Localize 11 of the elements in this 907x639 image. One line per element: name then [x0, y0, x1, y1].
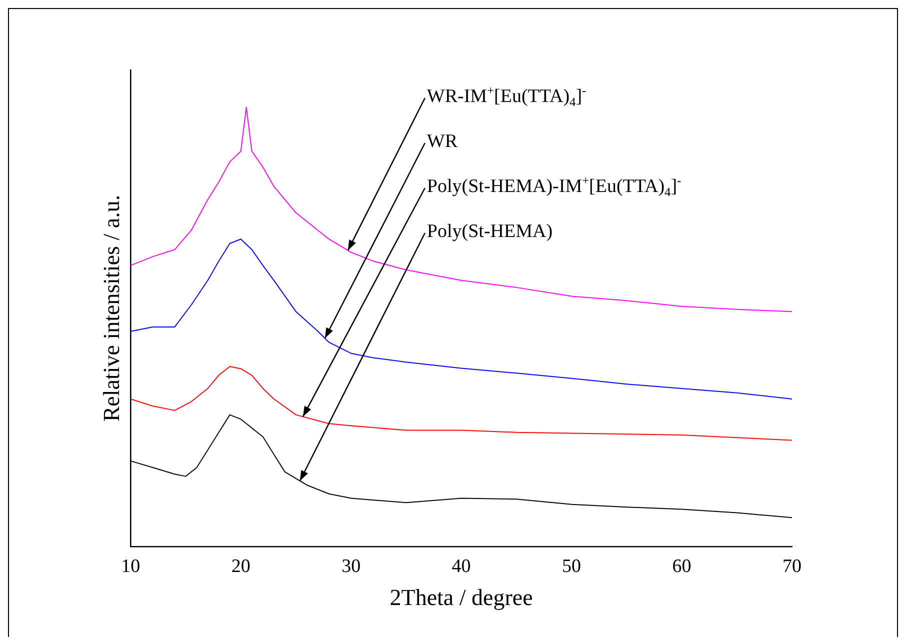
x-tick-label: 20 — [231, 556, 250, 577]
x-tick-label: 70 — [782, 556, 802, 577]
x-tick-label: 40 — [452, 556, 471, 577]
text: Poly(St-HEMA) — [426, 221, 553, 242]
text: WR — [426, 131, 458, 152]
x-tick-label: 50 — [562, 556, 582, 577]
x-tick-label: 60 — [672, 556, 692, 577]
y-axis-title: Relative intensities / a.u. — [98, 194, 124, 422]
x-tick-label: 30 — [342, 556, 361, 577]
x-tick-label: 10 — [121, 556, 140, 577]
x-axis-title: 2Theta / degree — [390, 585, 533, 610]
